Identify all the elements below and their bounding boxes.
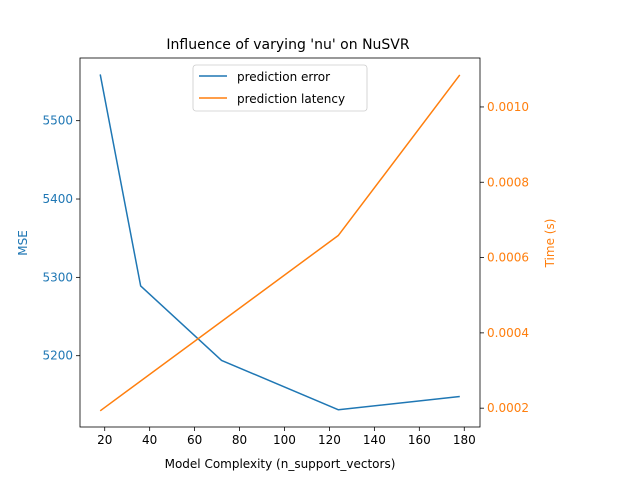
- x-tick-label: 120: [318, 433, 341, 447]
- y-left-tick-label: 5300: [42, 270, 73, 284]
- x-tick-label: 20: [97, 433, 112, 447]
- legend-box: [192, 64, 368, 112]
- series-line-prediction-latency: [99, 74, 461, 412]
- y-axis-left-ticks: 5200 5300 5400 5500: [42, 114, 80, 363]
- plot-lines: [99, 74, 461, 412]
- y-right-tick-label: 0.0004: [487, 326, 529, 340]
- chart-title: Influence of varying 'nu' on NuSVR: [166, 37, 409, 53]
- y-left-tick-label: 5200: [42, 349, 73, 363]
- y-axis-right-label: Time (s): [543, 219, 557, 269]
- x-tick-label: 40: [142, 433, 157, 447]
- y-right-tick-label: 0.0002: [487, 401, 529, 415]
- legend-label-prediction-error: prediction error: [237, 70, 330, 84]
- x-axis-label: Model Complexity (n_support_vectors): [165, 457, 396, 471]
- x-axis-ticks: 20 40 60 80 100 120 140 160 180: [97, 427, 476, 447]
- legend-label-prediction-latency: prediction latency: [237, 92, 345, 106]
- y-right-tick-label: 0.0010: [487, 100, 529, 114]
- x-tick-label: 140: [363, 433, 386, 447]
- x-tick-label: 60: [187, 433, 202, 447]
- x-tick-label: 100: [273, 433, 296, 447]
- y-right-tick-label: 0.0006: [487, 251, 529, 265]
- y-left-tick-label: 5500: [42, 114, 73, 128]
- plot-frame: [79, 57, 481, 428]
- x-tick-label: 80: [232, 433, 247, 447]
- y-left-tick-label: 5400: [42, 192, 73, 206]
- y-axis-left-label: MSE: [16, 230, 30, 256]
- x-tick-label: 180: [453, 433, 476, 447]
- y-axis-right-ticks: 0.0002 0.0004 0.0006 0.0008 0.0010: [480, 100, 529, 415]
- y-right-tick-label: 0.0008: [487, 175, 529, 189]
- legend: prediction error prediction latency: [192, 64, 368, 112]
- x-tick-label: 160: [408, 433, 431, 447]
- series-line-prediction-error: [99, 74, 460, 411]
